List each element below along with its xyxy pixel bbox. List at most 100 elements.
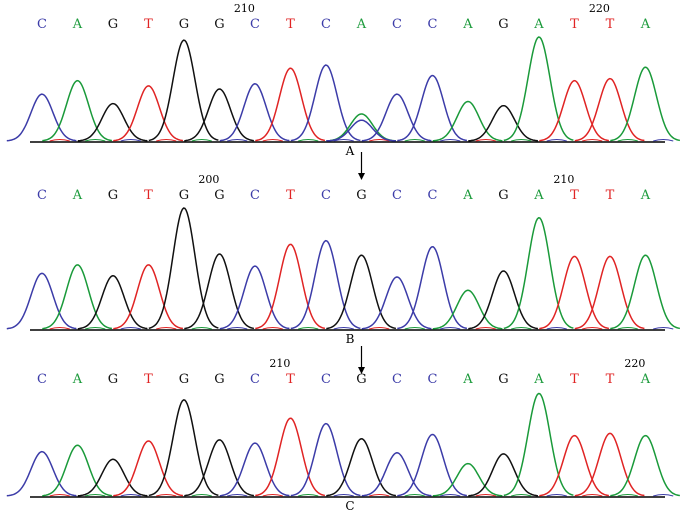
noise-trace [617, 494, 638, 497]
base-call-c: C [428, 372, 438, 387]
noise-trace [156, 139, 177, 142]
trace-peak-t [574, 255, 645, 330]
noise-trace [227, 139, 248, 142]
noise-trace [85, 327, 106, 330]
arrow-head [358, 367, 365, 374]
base-call-g: G [108, 188, 118, 203]
trace-peak-g [326, 254, 397, 330]
base-call-a: A [533, 188, 544, 203]
trace-peak-g [77, 102, 148, 142]
noise-trace [49, 327, 70, 330]
position-number: 210 [269, 357, 290, 370]
trace-peak-c [219, 83, 290, 142]
noise-trace [262, 139, 283, 142]
trace-peak-c [219, 265, 290, 330]
noise-trace [333, 494, 354, 497]
base-call-a: A [356, 17, 367, 32]
trace-peak-t [574, 432, 645, 497]
base-call-a: A [72, 188, 83, 203]
trace-peak-c [6, 93, 77, 142]
trace-peak-a [610, 434, 680, 497]
noise-trace [298, 494, 319, 497]
base-call-c: C [37, 17, 47, 32]
noise-trace [653, 494, 674, 497]
base-call-g: G [498, 372, 508, 387]
chromatogram-panel-a: C A G T G G C T C A C C A G A T T A 210 220 A [6, 2, 681, 180]
trace-peak-a [610, 254, 681, 330]
noise-trace [85, 494, 106, 497]
base-call-g: G [108, 372, 118, 387]
trace-peak-g [148, 39, 219, 142]
chromatogram-panel-b: C A G T G G C T C G C C A G A T T A 200 210 B [6, 173, 681, 374]
noise-trace [120, 139, 141, 142]
noise-trace [404, 139, 425, 142]
noise-trace [156, 327, 177, 330]
trace-peak-c [6, 450, 77, 497]
base-call-c: C [392, 372, 402, 387]
base-call-a: A [640, 17, 651, 32]
base-call-g: G [179, 17, 189, 32]
trace-peak-t [113, 85, 184, 142]
base-call-t: T [570, 372, 579, 387]
trace-peak-g [468, 104, 538, 142]
panel-label: B [346, 332, 355, 346]
base-call-t: T [606, 188, 615, 203]
noise-trace [546, 327, 567, 330]
base-call-c: C [37, 372, 47, 387]
noise-trace [191, 494, 212, 497]
noise-trace [582, 327, 603, 330]
base-call-t: T [144, 17, 153, 32]
base-call-a: A [640, 372, 651, 387]
position-number: 220 [624, 357, 645, 370]
noise-trace [333, 327, 354, 330]
noise-trace [227, 327, 248, 330]
trace-peak-t [113, 264, 184, 330]
noise-trace [546, 139, 567, 142]
noise-trace [191, 327, 212, 330]
base-call-g: G [356, 188, 366, 203]
trace-peak-a [610, 66, 681, 142]
base-call-c: C [321, 17, 331, 32]
base-call-g: G [214, 372, 224, 387]
trace-peak-a [432, 100, 503, 142]
base-call-g: G [179, 188, 189, 203]
trace-peak-a [432, 289, 503, 330]
base-call-c: C [321, 372, 331, 387]
trace-peak-a [503, 36, 574, 142]
base-call-c: C [392, 17, 402, 32]
noise-trace [369, 494, 390, 497]
trace-peak-a [503, 392, 574, 497]
trace-peak-g [326, 438, 397, 497]
trace-peak-t [539, 255, 610, 330]
overlap-peak [326, 119, 396, 142]
noise-trace [227, 494, 248, 497]
noise-trace [582, 139, 603, 142]
base-call-c: C [250, 372, 260, 387]
trace-peak-g [148, 207, 219, 330]
chromatogram-panel-c: C A G T G G C T C G C C A G A T T A 210 220 C [6, 357, 680, 513]
base-call-g: G [498, 188, 508, 203]
noise-trace [511, 494, 532, 497]
noise-trace [582, 494, 603, 497]
trace-peak-c [290, 64, 361, 142]
trace-peak-g [77, 458, 148, 497]
base-call-g: G [108, 17, 118, 32]
trace-peak-a [42, 264, 113, 330]
base-call-t: T [570, 17, 579, 32]
noise-trace [262, 327, 283, 330]
trace-peak-g [184, 439, 255, 497]
trace-peak-c [6, 272, 77, 330]
noise-trace [440, 494, 461, 497]
trace-peak-c [397, 433, 467, 497]
base-call-g: G [498, 17, 508, 32]
noise-trace [333, 139, 354, 142]
position-number: 210 [234, 2, 255, 15]
base-call-a: A [533, 372, 544, 387]
trace-peak-c [361, 93, 432, 142]
base-call-t: T [144, 188, 153, 203]
noise-trace [440, 139, 461, 142]
panel-label: A [345, 144, 355, 158]
trace-peak-a [42, 444, 112, 497]
arrow-head [358, 173, 365, 180]
